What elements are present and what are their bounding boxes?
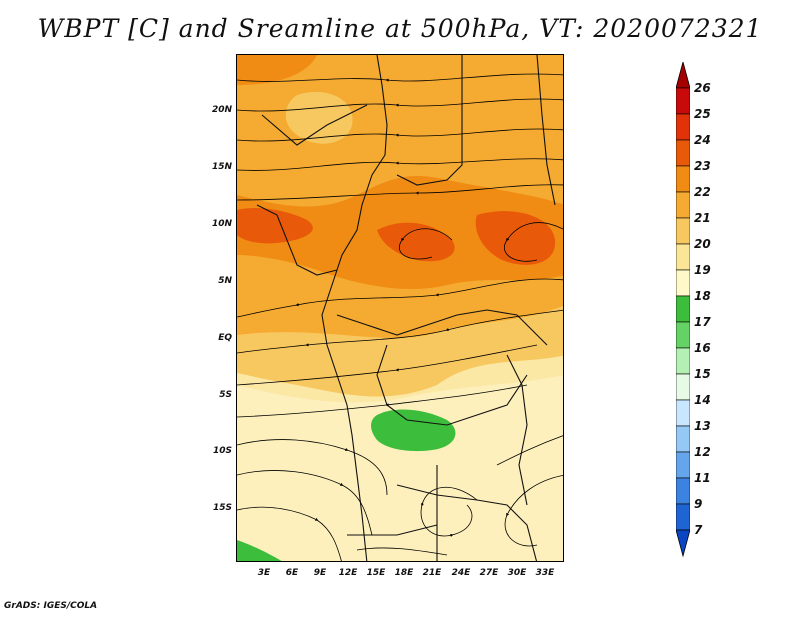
colorbar-bin-7	[676, 503, 690, 531]
field-18-center	[371, 409, 456, 452]
streamline-13	[237, 470, 373, 536]
colorbar-bin-15	[676, 347, 690, 375]
cb-label-15: 15	[694, 367, 711, 381]
streamline-16	[504, 475, 563, 547]
cb-label-9: 9	[694, 497, 703, 511]
cb-label-24: 24	[694, 133, 711, 147]
streamline-7	[399, 228, 453, 260]
colorbar-bin-23	[676, 139, 690, 167]
streamline-9	[237, 309, 563, 354]
lon-label-15e: 15E	[366, 568, 386, 578]
lon-label-3e: 3E	[257, 568, 271, 578]
lon-label-12e: 12E	[338, 568, 358, 578]
border-line-9	[506, 354, 528, 506]
field-18-southwest	[237, 540, 282, 561]
colorbar-bin-17	[676, 295, 690, 323]
border-line-7	[396, 484, 538, 561]
streamline-6	[504, 222, 563, 262]
lon-label-33e: 33E	[535, 568, 555, 578]
colorbar-bin-19	[676, 243, 690, 271]
field-23-blob-east	[475, 211, 556, 265]
border-line-6	[376, 344, 528, 426]
streamline-4	[237, 158, 563, 171]
cb-label-7: 7	[694, 523, 703, 537]
colorbar-bin-20	[676, 217, 690, 245]
streamline-14	[237, 506, 342, 561]
lon-label-6e: 6E	[285, 568, 299, 578]
colorbar-bin-24	[676, 113, 690, 141]
chart-title: WBPT [C] and Sreamline at 500hPa, VT: 20…	[37, 14, 763, 43]
field-23-blob-center	[377, 222, 455, 262]
map-graphic	[237, 55, 563, 561]
cb-label-26: 26	[694, 81, 711, 95]
lat-label-eq: EQ	[218, 333, 232, 343]
streamline-1	[237, 73, 563, 82]
lon-label-30e: 30E	[507, 568, 527, 578]
lat-label-15n: 15N	[211, 162, 232, 172]
cb-label-21: 21	[694, 211, 711, 225]
field-orange-nw	[237, 55, 317, 85]
colorbar-bin-11	[676, 451, 690, 479]
colorbar-top-arrow	[676, 62, 690, 89]
streamline-12	[237, 439, 388, 496]
cb-label-14: 14	[694, 393, 711, 407]
streamline-18	[356, 547, 448, 556]
lat-label-10s: 10S	[212, 446, 232, 456]
colorbar-bin-13	[676, 399, 690, 427]
cb-label-18: 18	[694, 289, 711, 303]
cb-label-16: 16	[694, 341, 711, 355]
lat-label-5n: 5N	[218, 276, 232, 286]
colorbar-bin-14	[676, 373, 690, 401]
lon-label-27e: 27E	[479, 568, 499, 578]
border-line-2	[396, 55, 463, 186]
cb-label-19: 19	[694, 263, 711, 277]
streamline-17	[420, 486, 478, 537]
cb-label-13: 13	[694, 419, 711, 433]
colorbar	[676, 62, 690, 558]
lat-label-5s: 5S	[219, 390, 232, 400]
footer-credit: GrADS: IGES/COLA	[4, 601, 98, 611]
lat-label-10n: 10N	[211, 219, 232, 229]
colorbar-bin-9	[676, 477, 690, 505]
border-line-5	[336, 309, 548, 346]
colorbar-bin-16	[676, 321, 690, 349]
lon-label-9e: 9E	[313, 568, 327, 578]
streamline-11	[237, 384, 528, 418]
cb-label-20: 20	[694, 237, 711, 251]
cb-label-25: 25	[694, 107, 711, 121]
field-23-blob-west	[237, 208, 313, 244]
streamline-10	[237, 344, 538, 386]
cb-label-12: 12	[694, 445, 711, 459]
field-19-south	[237, 375, 563, 561]
lat-label-20n: 20N	[211, 105, 232, 115]
border-line-4	[256, 204, 338, 276]
map-panel	[236, 54, 564, 562]
streamline-5	[237, 184, 563, 201]
cb-label-11: 11	[694, 471, 711, 485]
cb-label-17: 17	[694, 315, 711, 329]
cb-label-23: 23	[694, 159, 711, 173]
border-line-1	[321, 55, 388, 561]
field-light-north	[285, 91, 353, 144]
lat-label-15s: 15S	[212, 503, 232, 513]
cb-label-22: 22	[694, 185, 711, 199]
colorbar-bottom-arrow	[676, 529, 690, 558]
streamline-2	[237, 98, 563, 112]
border-line-11	[261, 104, 368, 146]
colorbar-bin-21	[676, 191, 690, 219]
streamline-3	[237, 128, 563, 142]
lon-label-18e: 18E	[394, 568, 414, 578]
colorbar-bin-25	[676, 87, 690, 115]
lon-label-21e: 21E	[422, 568, 442, 578]
colorbar-bin-22	[676, 165, 690, 193]
colorbar-bin-12	[676, 425, 690, 453]
lon-label-24e: 24E	[451, 568, 471, 578]
streamline-15	[496, 435, 563, 466]
colorbar-bin-18	[676, 269, 690, 297]
streamline-8	[237, 278, 563, 318]
